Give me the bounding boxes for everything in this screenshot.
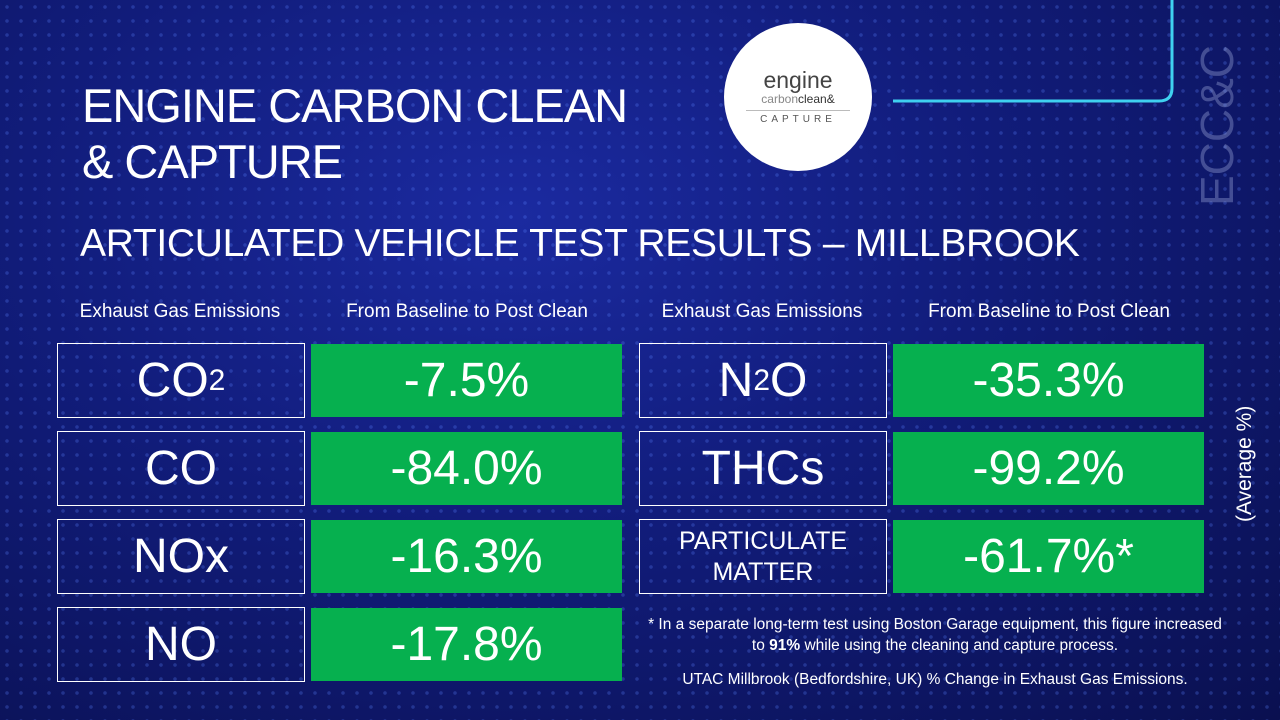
column-header: From Baseline to Post Clean xyxy=(928,301,1170,322)
change-value: -16.3% xyxy=(311,520,622,593)
watermark: ECC&C xyxy=(1191,44,1243,206)
change-value: -61.7%* xyxy=(893,520,1204,593)
logo-tagline: CAPTURE xyxy=(760,114,836,125)
column-header: Exhaust Gas Emissions xyxy=(661,301,863,322)
logo: engine carbonclean& CAPTURE xyxy=(724,23,872,171)
gas-label: CO xyxy=(57,431,305,506)
footnote-highlight: 91% xyxy=(769,637,801,654)
title: ENGINE CARBON CLEAN & CAPTURE xyxy=(82,78,628,190)
change-value: -99.2% xyxy=(893,432,1204,505)
side-note: (Average %) xyxy=(1233,405,1256,522)
footnote-text: while using the cleaning and capture pro… xyxy=(800,637,1119,654)
gas-text: N xyxy=(718,354,754,407)
gas-text: NO xyxy=(145,618,217,671)
gas-text: NOx xyxy=(133,530,229,583)
footnote: * In a separate long-term test using Bos… xyxy=(640,614,1230,656)
gas-label: PARTICULATE MATTER xyxy=(639,519,887,594)
change-value: -35.3% xyxy=(893,344,1204,417)
cyan-line xyxy=(893,0,1174,103)
gas-label: CO 2 xyxy=(57,343,305,418)
column-header: Exhaust Gas Emissions xyxy=(79,301,281,322)
column-header: From Baseline to Post Clean xyxy=(346,301,588,322)
change-value: -84.0% xyxy=(311,432,622,505)
title-line: & CAPTURE xyxy=(82,135,343,188)
logo-word: engine xyxy=(763,67,833,93)
change-value: -7.5% xyxy=(311,344,622,417)
gas-text: CO xyxy=(145,442,217,495)
gas-text: PARTICULATE MATTER xyxy=(678,526,848,586)
gas-text: CO xyxy=(136,354,209,407)
gas-label: NO xyxy=(57,607,305,682)
title-line: ENGINE CARBON CLEAN xyxy=(82,79,628,132)
gas-label: NOx xyxy=(57,519,305,594)
gas-text: THCs xyxy=(701,442,825,495)
change-value: -17.8% xyxy=(311,608,622,681)
footnote-text: * In a separate long-term test using Bos… xyxy=(648,616,1222,654)
gas-text: O xyxy=(770,354,808,407)
logo-brand-part: carbon xyxy=(761,92,798,106)
source: UTAC Millbrook (Bedfordshire, UK) % Chan… xyxy=(682,671,1188,688)
logo-brand: carbonclean& xyxy=(724,92,872,106)
logo-brand-part: clean& xyxy=(798,92,835,106)
gas-label: THCs xyxy=(639,431,887,506)
subtitle: ARTICULATED VEHICLE TEST RESULTS – MILLB… xyxy=(80,222,1080,265)
